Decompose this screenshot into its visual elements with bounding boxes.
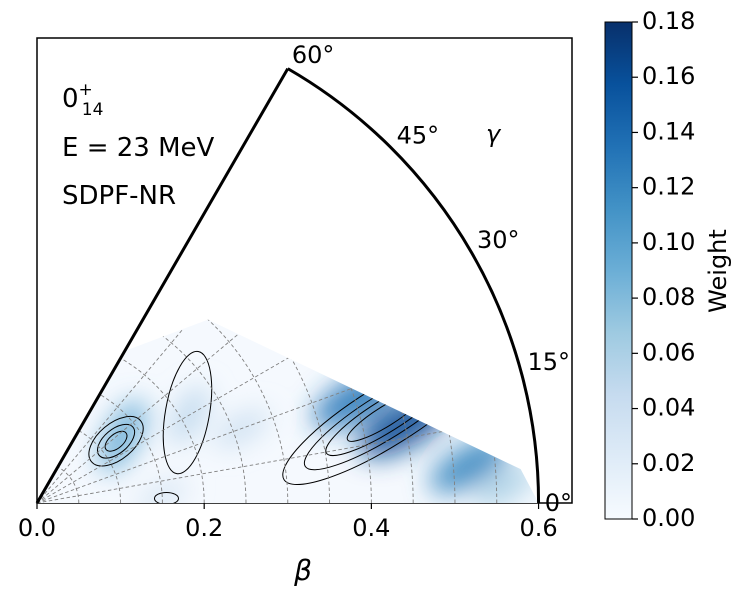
colorbar-tick-label: 0.06 bbox=[642, 338, 695, 366]
x-tick-label: 0.2 bbox=[185, 514, 223, 542]
energy-label: E = 23 MeV bbox=[62, 133, 215, 163]
grid-arc bbox=[78, 430, 122, 503]
unphysical-region-mask bbox=[124, 68, 539, 504]
state-label-sup: + bbox=[79, 80, 93, 100]
colorbar-tick-label: 0.10 bbox=[642, 228, 695, 256]
heat-blob-4 bbox=[98, 400, 147, 473]
grid-arc bbox=[120, 357, 205, 503]
angle-tick-labels: 0° 15° 30° 45° 60° bbox=[292, 41, 572, 517]
colorbar-tick-label: 0.08 bbox=[642, 283, 695, 311]
colorbar-tick-label: 0.18 bbox=[642, 7, 695, 35]
colorbar-tick-label: 0.02 bbox=[642, 449, 695, 477]
state-label-main: 0 bbox=[62, 84, 79, 114]
state-label-sub: 14 bbox=[82, 100, 104, 120]
colorbar-tick-label: 0.16 bbox=[642, 62, 695, 90]
colorbar-ticks: 0.00 0.02 0.04 0.06 0.08 0.10 0.12 0.14 0.16 0.18 bbox=[632, 7, 695, 532]
angle-tick-60: 60° bbox=[292, 41, 335, 69]
x-tick-label: 0.0 bbox=[18, 514, 56, 542]
angle-tick-45: 45° bbox=[397, 121, 440, 149]
gamma-axis-label: γ bbox=[486, 120, 502, 148]
colorbar-tick-label: 0.14 bbox=[642, 117, 695, 145]
colorbar-tick-label: 0.12 bbox=[642, 173, 695, 201]
contour-1-2 bbox=[104, 430, 128, 452]
angle-tick-15: 15° bbox=[528, 348, 571, 376]
angle-tick-30: 30° bbox=[477, 226, 520, 254]
contour-1-1 bbox=[97, 423, 136, 459]
x-axis-label: β bbox=[293, 554, 312, 587]
state-label: 0+ 14 bbox=[62, 80, 103, 120]
x-axis-ticks: 0.0 0.2 0.4 0.6 bbox=[18, 503, 558, 542]
angle-tick-0: 0° bbox=[545, 489, 572, 517]
x-tick-label: 0.4 bbox=[352, 514, 390, 542]
sector-60deg-edge bbox=[35, 67, 290, 504]
contour-2-0 bbox=[162, 350, 213, 475]
grid-arc bbox=[99, 394, 163, 503]
heat-blob-3 bbox=[474, 465, 536, 503]
sector-outer-arc bbox=[287, 67, 541, 504]
colorbar-tick-label: 0.00 bbox=[642, 504, 695, 532]
interaction-label: SDPF-NR bbox=[62, 181, 176, 211]
colorbar-tick-label: 0.04 bbox=[642, 394, 695, 422]
contour-1-0 bbox=[88, 415, 144, 467]
grid-arc bbox=[141, 321, 247, 503]
x-tick-label: 0.6 bbox=[519, 514, 557, 542]
colorbar-label: Weight bbox=[704, 229, 732, 313]
colorbar bbox=[604, 21, 633, 520]
contour-3-0 bbox=[153, 491, 179, 503]
